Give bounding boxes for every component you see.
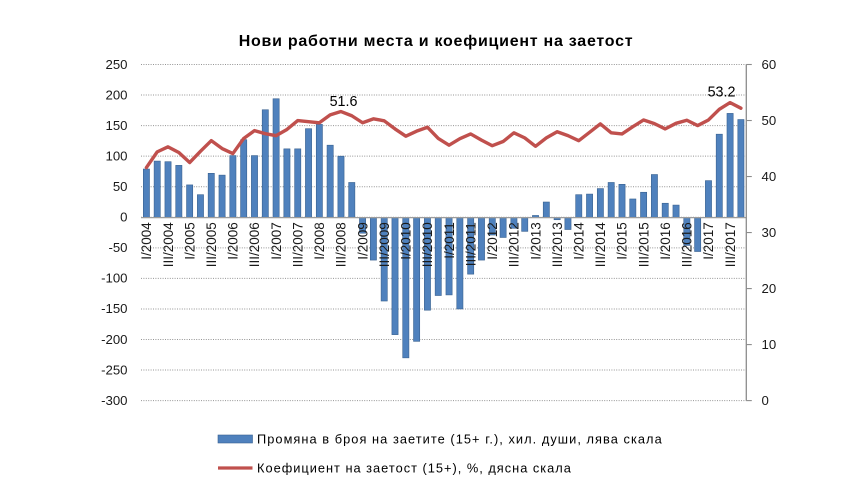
svg-text:0: 0 xyxy=(120,210,127,225)
svg-text:40: 40 xyxy=(762,169,777,184)
svg-text:I/2005: I/2005 xyxy=(182,222,197,260)
svg-text:III/2006: III/2006 xyxy=(247,222,262,267)
svg-text:I/2009: I/2009 xyxy=(355,222,370,260)
svg-text:III/2012: III/2012 xyxy=(507,222,522,267)
svg-text:-100: -100 xyxy=(101,271,127,286)
svg-text:III/2011: III/2011 xyxy=(463,222,478,266)
svg-text:200: 200 xyxy=(105,87,127,102)
svg-text:I/2007: I/2007 xyxy=(269,222,284,260)
svg-text:I/2017: I/2017 xyxy=(701,222,716,260)
svg-text:I/2013: I/2013 xyxy=(528,222,543,260)
svg-text:Промяна в броя на заетите (15+: Промяна в броя на заетите (15+ г.), хил.… xyxy=(257,432,663,447)
svg-text:Нови работни места и коефициен: Нови работни места и коефициент на заето… xyxy=(239,33,634,50)
svg-text:250: 250 xyxy=(105,57,127,72)
svg-text:50: 50 xyxy=(762,113,777,128)
svg-text:-50: -50 xyxy=(108,240,127,255)
svg-text:III/2016: III/2016 xyxy=(680,222,695,267)
svg-text:Коефициент на заетост (15+), %: Коефициент на заетост (15+), %, дясна ск… xyxy=(257,461,572,476)
svg-text:III/2005: III/2005 xyxy=(204,222,219,267)
svg-text:III/2017: III/2017 xyxy=(723,222,738,267)
svg-text:III/2008: III/2008 xyxy=(334,222,349,267)
svg-text:III/2010: III/2010 xyxy=(420,222,435,267)
svg-text:I/2012: I/2012 xyxy=(485,222,500,260)
svg-text:I/2014: I/2014 xyxy=(571,222,586,260)
svg-text:I/2011: I/2011 xyxy=(442,222,457,259)
svg-text:I/2008: I/2008 xyxy=(312,222,327,260)
svg-text:III/2015: III/2015 xyxy=(636,222,651,267)
svg-text:0: 0 xyxy=(762,393,769,408)
svg-text:III/2014: III/2014 xyxy=(593,222,608,268)
svg-text:I/2006: I/2006 xyxy=(226,222,241,260)
svg-text:I/2015: I/2015 xyxy=(615,222,630,260)
svg-text:-300: -300 xyxy=(101,393,127,408)
svg-text:150: 150 xyxy=(105,118,127,133)
svg-text:50: 50 xyxy=(113,179,128,194)
svg-text:III/2007: III/2007 xyxy=(290,222,305,267)
svg-text:-200: -200 xyxy=(101,332,127,347)
svg-text:III/2013: III/2013 xyxy=(550,222,565,267)
svg-text:20: 20 xyxy=(762,281,777,296)
svg-text:53.2: 53.2 xyxy=(708,85,736,101)
svg-text:III/2009: III/2009 xyxy=(377,222,392,267)
svg-text:60: 60 xyxy=(762,57,777,72)
svg-text:10: 10 xyxy=(762,337,777,352)
svg-text:III/2004: III/2004 xyxy=(161,222,176,268)
svg-text:30: 30 xyxy=(762,225,777,240)
svg-text:51.6: 51.6 xyxy=(330,94,358,110)
svg-text:-250: -250 xyxy=(101,362,127,377)
svg-text:I/2010: I/2010 xyxy=(399,222,414,260)
svg-text:I/2016: I/2016 xyxy=(658,222,673,260)
svg-text:100: 100 xyxy=(105,148,127,163)
svg-text:I/2004: I/2004 xyxy=(139,222,154,260)
svg-text:-150: -150 xyxy=(101,301,127,316)
